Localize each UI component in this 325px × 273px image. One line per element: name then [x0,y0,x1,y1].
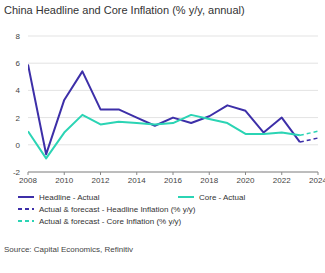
y-tick-label: 6 [16,59,21,68]
x-tick [100,172,101,175]
series-line [300,131,318,135]
x-tick-label: 2014 [128,176,146,185]
x-tick-label: 2020 [237,176,255,185]
x-tick-label: 2022 [273,176,291,185]
grid-line [28,144,318,145]
legend-label: Headline - Actual [39,193,100,202]
x-tick-label: 2016 [164,176,182,185]
plot-area [28,65,318,159]
x-tick-label: 2018 [200,176,218,185]
x-tick [64,172,65,175]
series-line [28,115,300,159]
x-tick [281,172,282,175]
legend-label: Actual & forecast - Headline Inflation (… [39,205,196,214]
x-tick-label: 2008 [19,176,37,185]
x-tick [209,172,210,175]
legend-swatch [18,208,34,210]
legend-swatch [18,220,34,222]
legend-label: Core - Actual [199,193,245,202]
chart: China Headline and Core Inflation (% y/y… [0,0,325,273]
x-tick-label: 2010 [55,176,73,185]
series-line [28,65,300,155]
grid-line [28,63,318,64]
y-tick-label: 8 [16,32,21,41]
grid-line [28,36,318,37]
x-tick-label: 2024 [309,176,325,185]
legend-label: Actual & forecast - Core Inflation (% y/… [39,217,182,226]
y-tick-label: 4 [16,86,21,95]
title: China Headline and Core Inflation (% y/y… [4,4,245,16]
x-tick [136,172,137,175]
source: Source: Capital Economics, Refinitiv [4,245,133,254]
y-tick-label: 0 [16,141,21,150]
x-tick [245,172,246,175]
x-tick [28,172,29,175]
x-tick [173,172,174,175]
x-tick-label: 2012 [92,176,110,185]
legend-swatch [178,196,194,198]
series-line [300,138,318,142]
x-tick [318,172,319,175]
y-tick-label: 2 [16,114,21,123]
legend-swatch [18,196,34,198]
